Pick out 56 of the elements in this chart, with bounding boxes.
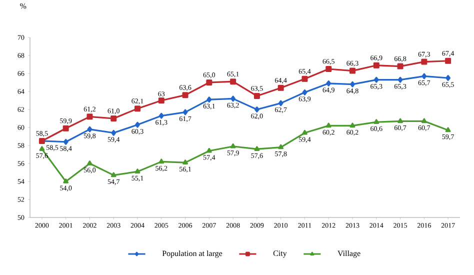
point: [39, 146, 45, 151]
point: [206, 96, 212, 102]
legend-label: Village: [338, 250, 360, 258]
point: [445, 58, 452, 64]
point: [87, 160, 92, 166]
point: [350, 122, 356, 128]
point: [135, 122, 140, 128]
point: [230, 95, 236, 102]
point: [421, 58, 428, 65]
point: [374, 76, 379, 83]
point: [421, 118, 427, 123]
point: [278, 100, 284, 106]
point: [158, 97, 164, 104]
point: [254, 106, 260, 112]
point: [373, 62, 380, 68]
point: [87, 126, 92, 132]
point: [302, 76, 308, 82]
point: [182, 92, 188, 98]
legend-label: City: [273, 250, 287, 258]
point: [302, 130, 308, 135]
point: [158, 112, 164, 119]
point: [278, 84, 284, 91]
point: [397, 63, 404, 70]
point: [398, 76, 403, 83]
point: [254, 92, 260, 99]
point: [206, 148, 212, 153]
point: [446, 74, 451, 81]
point: [158, 158, 164, 164]
legend-label: Population at large: [162, 250, 222, 258]
point: [278, 144, 284, 149]
point: [422, 72, 427, 79]
point: [350, 68, 356, 74]
point: [230, 78, 236, 84]
point: [350, 81, 355, 88]
point: [445, 126, 451, 132]
point: [63, 178, 69, 184]
point: [86, 113, 93, 120]
point: [110, 115, 117, 122]
point: [230, 143, 236, 148]
point: [326, 66, 332, 72]
point: [111, 130, 116, 136]
point: [398, 118, 403, 123]
point: [63, 138, 68, 145]
point: [254, 146, 260, 151]
point: [182, 159, 188, 164]
point: [326, 122, 332, 128]
point: [134, 168, 140, 174]
y-axis-title: %: [20, 3, 26, 9]
point: [326, 80, 332, 86]
point: [182, 108, 188, 115]
point: [302, 89, 308, 96]
point: [62, 125, 69, 132]
point: [134, 105, 141, 112]
point: [206, 79, 212, 86]
point: [374, 118, 380, 124]
point: [110, 172, 116, 177]
